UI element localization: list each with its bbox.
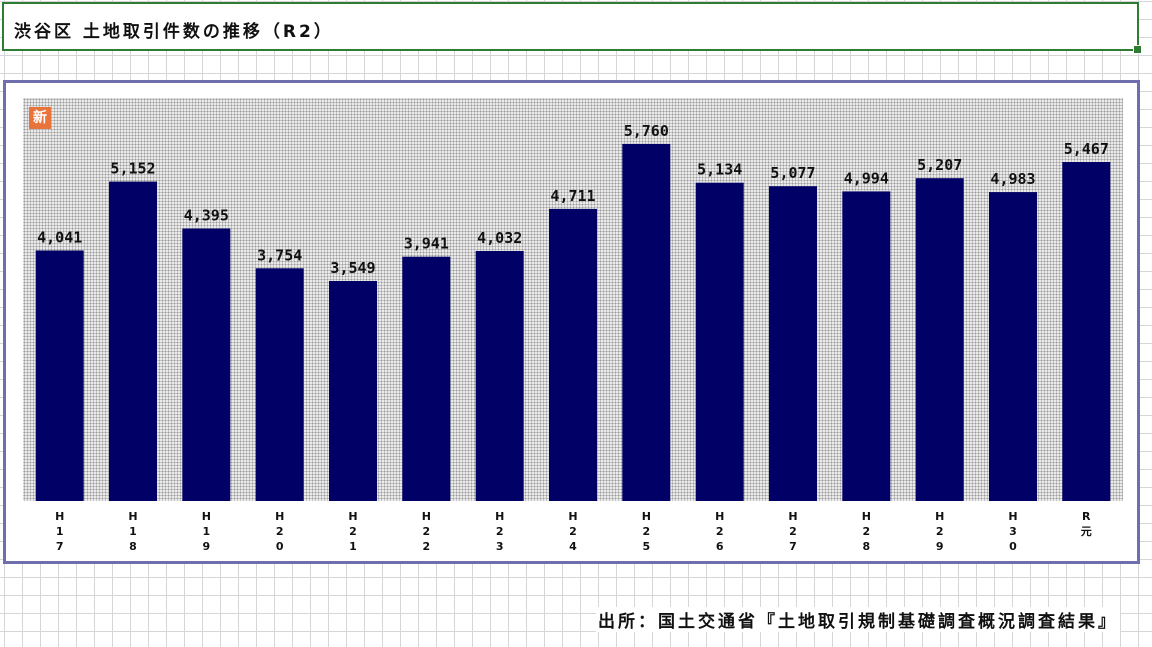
value-label-H26: 5,134 [697,161,742,179]
value-label-H20: 3,754 [257,246,302,264]
bar-R元[interactable] [1062,162,1111,501]
value-label-H28: 4,994 [844,169,889,187]
title-cell[interactable]: 渋谷区 土地取引件数の推移（R2） [2,2,1142,54]
bar-H27[interactable] [769,186,817,501]
value-label-H25: 5,760 [624,122,669,140]
value-label-H29: 5,207 [917,156,962,174]
bar-H23[interactable] [475,251,524,501]
bar-H19[interactable] [182,228,231,502]
value-label-H27: 5,077 [770,164,815,182]
chart-frame[interactable]: 新 4,041 H 1 7 5,152 H 1 8 4,395 H 1 9 3,754 H 2 0 3,549 H… [3,80,1140,564]
value-label-H30: 4,983 [990,170,1035,188]
bar-chart: 4,041 H 1 7 5,152 H 1 8 4,395 H 1 9 3,754 H 2 0 3,549 H 2 1… [35,122,1111,553]
value-label-H17: 4,041 [37,229,82,247]
cell-fill-handle[interactable] [1133,45,1142,54]
bar-H21[interactable] [329,281,377,501]
bar-H17[interactable] [35,250,84,502]
value-label-R元: 5,467 [1064,140,1109,158]
bar-H26[interactable] [695,182,744,501]
bar-H29[interactable] [915,178,964,501]
source-note: 出所：国土交通省『土地取引規制基礎調査概況調査結果』 [596,607,1120,632]
value-label-H21: 3,549 [330,259,375,277]
bar-H28[interactable] [842,191,891,501]
value-label-H23: 4,032 [477,229,522,247]
bar-H22[interactable] [402,256,451,501]
bar-H18[interactable] [109,181,157,501]
value-label-H22: 3,941 [404,235,449,253]
value-label-H24: 4,711 [550,187,595,205]
value-label-H19: 4,395 [184,207,229,225]
bar-H20[interactable] [255,268,304,501]
new-badge-icon: 新 [29,107,51,129]
bar-H24[interactable] [549,208,597,501]
value-label-H18: 5,152 [110,160,155,178]
bar-H25[interactable] [622,143,671,501]
bar-H30[interactable] [989,192,1037,501]
chart-title: 渋谷区 土地取引件数の推移（R2） [14,22,334,42]
